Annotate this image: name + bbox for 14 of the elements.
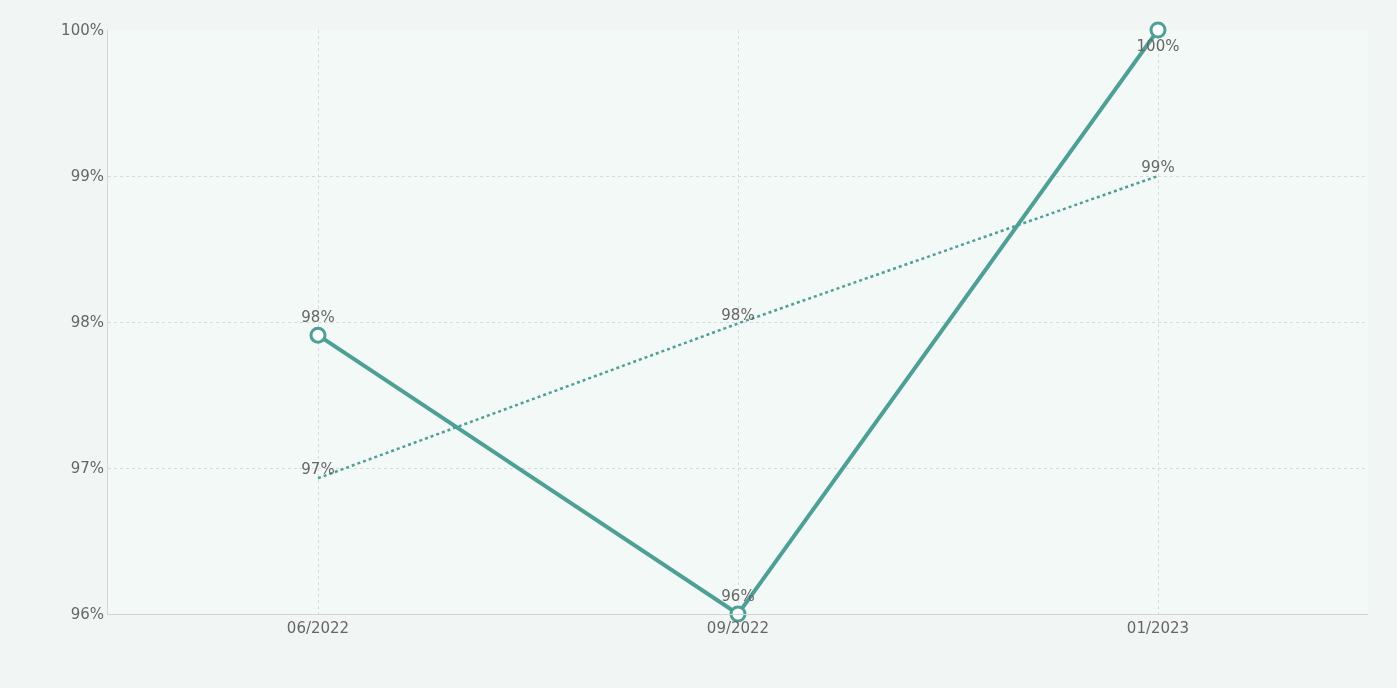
y-tick-label: 100% xyxy=(61,21,104,40)
point xyxy=(1149,21,1167,39)
x-tick-label: 01/2023 xyxy=(1126,619,1190,637)
data-label: 98% xyxy=(721,305,755,324)
y-tick-label: 98% xyxy=(70,313,104,332)
x-tick-label: 09/2022 xyxy=(706,619,770,637)
point xyxy=(309,326,327,344)
data-label: 98% xyxy=(301,307,335,326)
data-label: 99% xyxy=(1141,158,1175,177)
y-tick-label: 99% xyxy=(70,167,104,186)
x-tick-label: 06/2022 xyxy=(286,619,350,637)
y-tick-label: 96% xyxy=(70,605,104,624)
y-tick-label: 97% xyxy=(70,459,104,478)
data-label: 97% xyxy=(301,460,335,479)
